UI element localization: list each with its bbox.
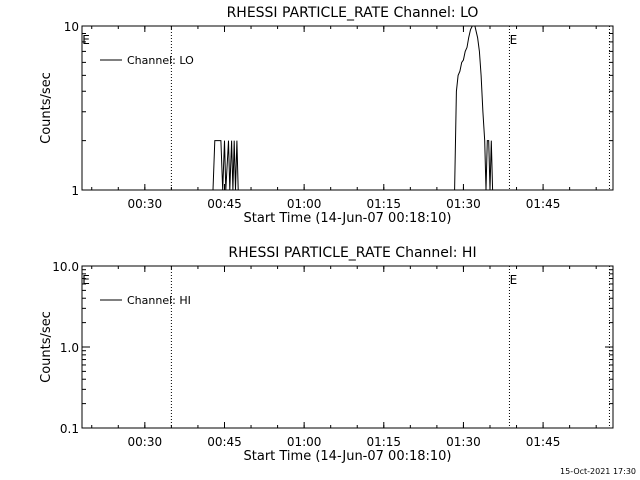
x-tick-label: 00:45 [207, 197, 242, 211]
x-axis-label: Start Time (14-Jun-07 00:18:10) [244, 211, 452, 226]
eclipse-marker-label: E [82, 273, 90, 287]
legend-entry: Channel: LO [127, 54, 194, 67]
y-tick-label: 1.0 [60, 341, 79, 355]
chart-panel-1: RHESSI PARTICLE_RATE Channel: LO 00:30 00:… [39, 5, 614, 226]
x-tick-label: 01:45 [526, 197, 561, 211]
legend-entry: Channel: HI [127, 294, 191, 307]
plot-frame [81, 265, 614, 429]
y-tick-label: 10 [64, 20, 79, 34]
x-tick-label: 01:00 [287, 435, 322, 449]
y-axis-label: Counts/sec [39, 72, 54, 144]
footer-timestamp: 15-Oct-2021 17:30 [560, 467, 636, 476]
x-tick-label: 00:30 [128, 435, 163, 449]
eclipse-marker-label: E [510, 33, 518, 47]
eclipse-marker-label: E [82, 33, 90, 47]
chart-panel-2: RHESSI PARTICLE_RATE Channel: HI 00:30 00:… [39, 245, 614, 464]
eclipse-marker-label: E [510, 273, 518, 287]
x-axis-label: Start Time (14-Jun-07 00:18:10) [244, 449, 452, 464]
y-tick-label: 0.1 [60, 422, 79, 436]
chart-title: RHESSI PARTICLE_RATE Channel: LO [227, 5, 479, 21]
x-tick-label: 00:45 [207, 435, 242, 449]
y-tick-label: 10.0 [52, 260, 79, 274]
y-tick-label: 1 [71, 184, 79, 198]
plot-frame [81, 25, 614, 191]
x-tick-label: 00:30 [128, 197, 163, 211]
x-tick-label: 01:30 [446, 197, 481, 211]
x-tick-label: 01:00 [287, 197, 322, 211]
series-line [212, 25, 494, 191]
x-tick-label: 01:45 [526, 435, 561, 449]
x-tick-label: 01:15 [366, 435, 401, 449]
x-tick-label: 01:30 [446, 435, 481, 449]
x-tick-label: 01:15 [366, 197, 401, 211]
chart-title: RHESSI PARTICLE_RATE Channel: HI [228, 245, 476, 261]
y-axis-label: Counts/sec [39, 311, 54, 383]
